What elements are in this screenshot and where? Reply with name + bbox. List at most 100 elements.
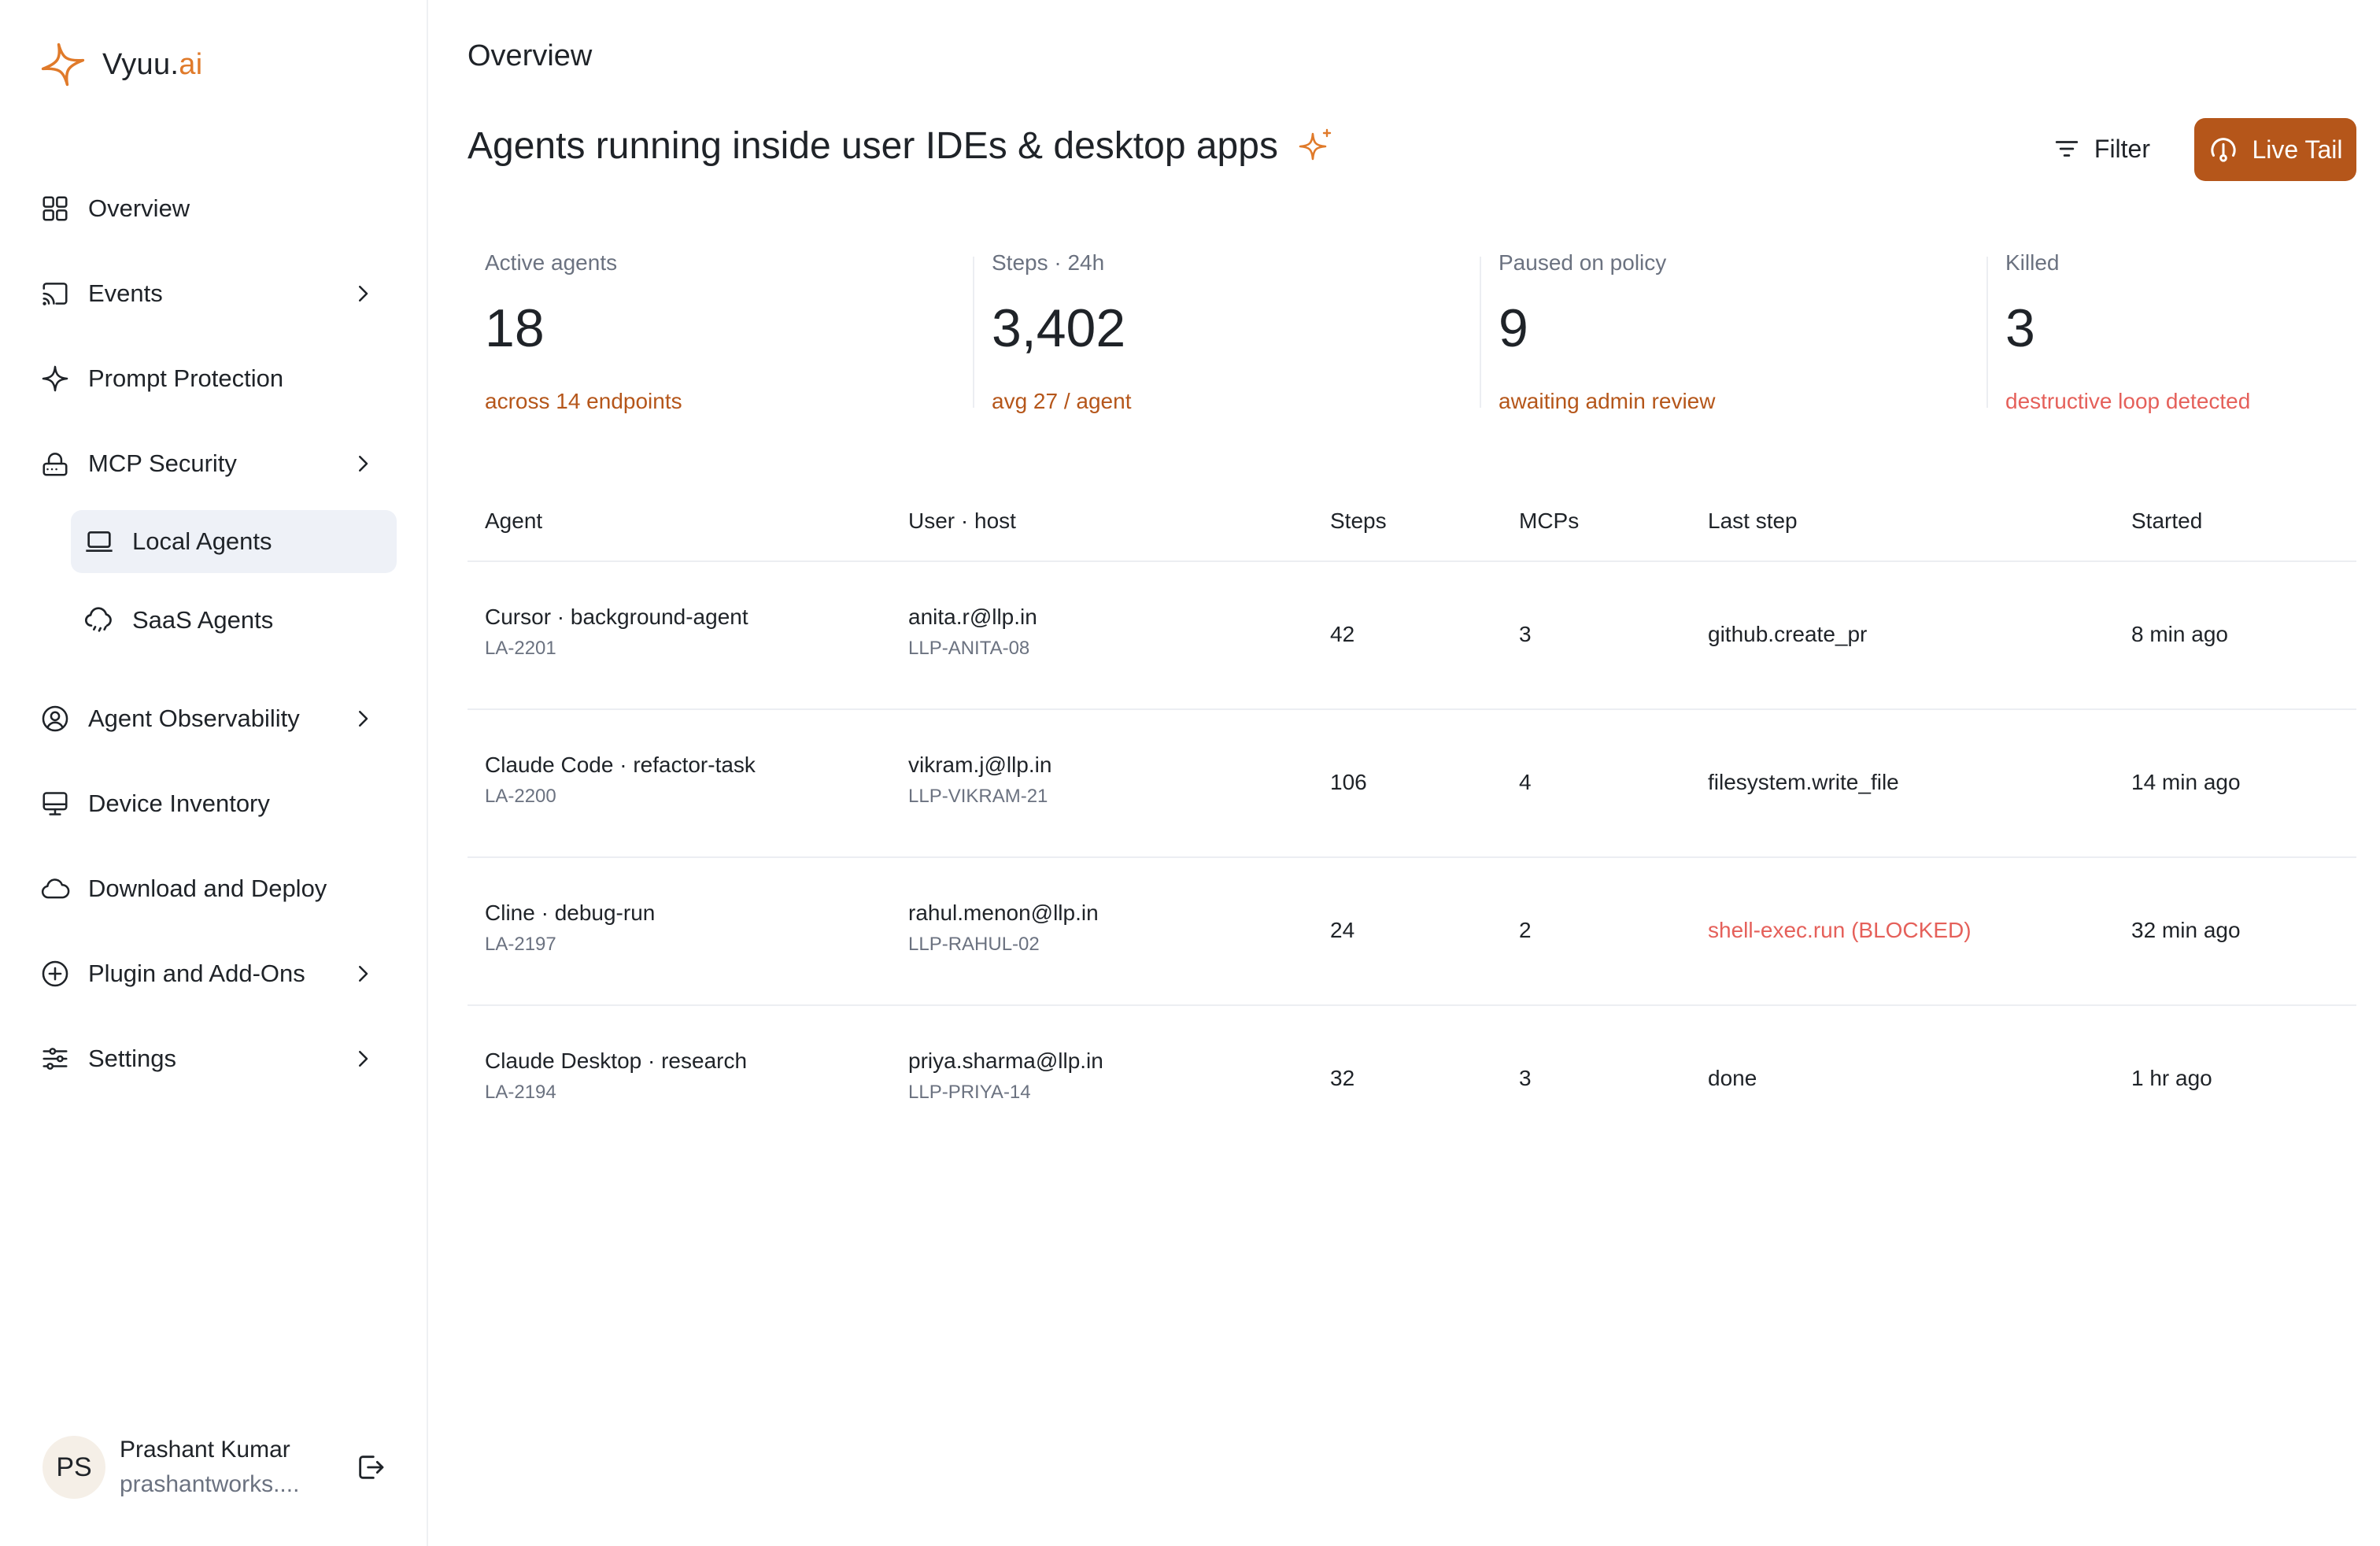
agent-id: LA-2194 — [485, 1082, 556, 1103]
sidebar-item-events[interactable]: Events — [39, 268, 394, 320]
steps-count: 42 — [1330, 622, 1355, 646]
cloud-icon — [39, 873, 71, 904]
brand-name: Vyuu.ai — [102, 47, 203, 81]
stat-card-paused: Paused on policy 9 awaiting admin review — [1481, 250, 1988, 423]
sidebar-item-plugins[interactable]: Plugin and Add-Ons — [39, 948, 394, 1000]
logout-button[interactable] — [353, 1449, 389, 1485]
steps-count: 24 — [1330, 918, 1355, 942]
table-row[interactable]: Claude Code · refactor-task LA-2200 vikr… — [468, 710, 2356, 858]
chevron-right-icon — [351, 1047, 375, 1071]
stat-card-killed: Killed 3 destructive loop detected — [1988, 250, 2356, 423]
sidebar-item-mcp-security[interactable]: MCP Security — [39, 438, 394, 490]
stat-value: 3 — [2005, 298, 2035, 358]
avatar[interactable]: PS — [42, 1436, 105, 1499]
last-step: filesystem.write_file — [1708, 770, 1899, 794]
steps-count: 32 — [1330, 1066, 1355, 1090]
plus-circle-icon — [39, 958, 71, 989]
sidebar-item-label: Agent Observability — [88, 705, 300, 732]
heading-text: Agents running inside user IDEs & deskto… — [468, 125, 1278, 167]
stat-card-active-agents: Active agents 18 across 14 endpoints — [468, 250, 974, 423]
host-name: LLP-ANITA-08 — [908, 638, 1030, 659]
chevron-right-icon — [351, 962, 375, 986]
divider — [1480, 257, 1481, 408]
started-time: 8 min ago — [2131, 622, 2228, 646]
host-name: LLP-VIKRAM-21 — [908, 786, 1048, 807]
table-header: Agent User · host Steps MCPs Last step S… — [468, 488, 2356, 562]
user-circle-icon — [39, 703, 71, 734]
grid-icon — [39, 193, 71, 224]
sidebar-item-agent-observability[interactable]: Agent Observability — [39, 693, 394, 745]
started-time: 32 min ago — [2131, 918, 2241, 942]
stat-note: across 14 endpoints — [485, 389, 682, 413]
mcps-count: 4 — [1519, 770, 1532, 794]
column-header-steps[interactable]: Steps — [1330, 509, 1387, 533]
sidebar-item-prompt-protection[interactable]: Prompt Protection — [39, 353, 394, 405]
user-name: Prashant Kumar — [120, 1437, 290, 1463]
live-tail-icon — [2211, 138, 2237, 162]
live-tail-button[interactable]: Live Tail — [2194, 118, 2356, 181]
sidebar-item-label: Device Inventory — [88, 790, 270, 817]
stat-note: awaiting admin review — [1499, 389, 1716, 413]
table-row[interactable]: Cline · debug-run LA-2197 rahul.menon@ll… — [468, 858, 2356, 1006]
host-name: LLP-PRIYA-14 — [908, 1082, 1031, 1103]
started-time: 1 hr ago — [2131, 1066, 2212, 1090]
agent-id: LA-2197 — [485, 934, 556, 955]
user-email: prashantworks.... — [120, 1471, 300, 1497]
mcps-count: 3 — [1519, 622, 1532, 646]
sidebar-item-label: MCP Security — [88, 449, 237, 477]
monitor-icon — [39, 788, 71, 819]
user-email: vikram.j@llp.in — [908, 753, 1052, 777]
cloud-rain-icon — [82, 603, 116, 638]
sidebar-item-label: Overview — [88, 194, 190, 222]
live-tail-label: Live Tail — [2252, 135, 2343, 164]
user-email: anita.r@llp.in — [908, 605, 1037, 629]
cast-icon — [39, 278, 71, 309]
table-row[interactable]: Cursor · background-agent LA-2201 anita.… — [468, 562, 2356, 710]
column-header-agent[interactable]: Agent — [485, 509, 543, 533]
column-header-mcps[interactable]: MCPs — [1519, 509, 1580, 533]
laptop-icon — [82, 524, 116, 559]
filter-icon — [2055, 141, 2079, 157]
user-profile: PS Prashant Kumar prashantworks.... — [42, 1434, 389, 1500]
agent-id: LA-2200 — [485, 786, 556, 807]
sidebar-item-label: Events — [88, 279, 163, 307]
stat-label: Active agents — [485, 250, 618, 275]
filter-button[interactable]: Filter — [2044, 123, 2160, 175]
column-header-last-step[interactable]: Last step — [1708, 509, 1798, 533]
section-heading: Agents running inside user IDEs & deskto… — [468, 124, 1335, 168]
sidebar-item-label: Settings — [88, 1045, 177, 1072]
page-title: Overview — [468, 39, 593, 72]
main-content: Overview Agents running inside user IDEs… — [468, 0, 2356, 1546]
column-header-started[interactable]: Started — [2131, 509, 2203, 533]
last-step: done — [1708, 1066, 1757, 1090]
agent-name: Claude Desktop · research — [485, 1049, 748, 1073]
steps-count: 106 — [1330, 770, 1367, 794]
stat-label: Paused on policy — [1499, 250, 1667, 275]
mcps-count: 2 — [1519, 918, 1532, 942]
logout-icon — [359, 1455, 384, 1479]
sparkle-icon — [1299, 128, 1332, 160]
sidebar-subitem-label: Local Agents — [132, 527, 272, 555]
sidebar-subitem-local-agents[interactable]: Local Agents — [71, 510, 397, 573]
sidebar-subitem-saas-agents[interactable]: SaaS Agents — [71, 589, 397, 652]
sparkle-icon — [39, 363, 71, 394]
sidebar-item-overview[interactable]: Overview — [39, 183, 394, 235]
sidebar-item-label: Plugin and Add-Ons — [88, 960, 305, 987]
sidebar: Vyuu.ai Overview Events Prompt Protectio… — [0, 0, 428, 1546]
column-header-user-host[interactable]: User · host — [908, 509, 1016, 533]
sidebar-item-download-deploy[interactable]: Download and Deploy — [39, 863, 394, 915]
sidebar-subitem-label: SaaS Agents — [132, 606, 274, 634]
chevron-right-icon — [351, 452, 375, 475]
sidebar-item-device-inventory[interactable]: Device Inventory — [39, 778, 394, 830]
sidebar-item-label: Download and Deploy — [88, 875, 327, 902]
chevron-right-icon — [351, 707, 375, 730]
table-row[interactable]: Claude Desktop · research LA-2194 priya.… — [468, 1006, 2356, 1154]
sidebar-item-settings[interactable]: Settings — [39, 1033, 394, 1085]
brand-logo[interactable]: Vyuu.ai — [39, 39, 202, 90]
last-step: github.create_pr — [1708, 622, 1868, 646]
divider — [1986, 257, 1988, 408]
stat-value: 18 — [485, 298, 545, 358]
stat-value: 9 — [1499, 298, 1528, 358]
mcps-count: 3 — [1519, 1066, 1532, 1090]
